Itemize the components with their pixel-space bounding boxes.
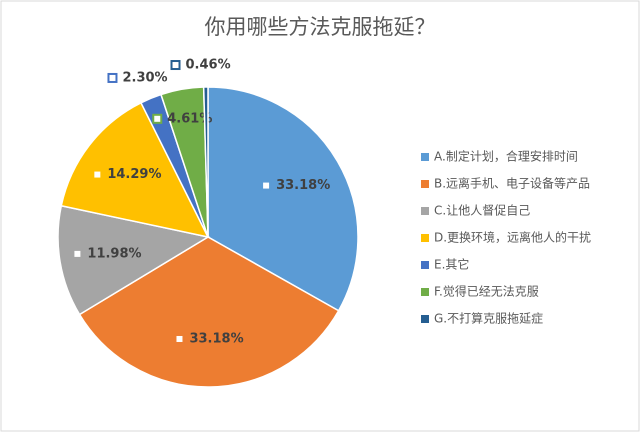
data-label: 33.18% — [276, 178, 330, 193]
label-marker — [261, 180, 272, 191]
label-marker — [72, 248, 83, 259]
label-marker — [152, 113, 163, 124]
chart-title: 你用哪些方法克服拖延？ — [205, 15, 436, 39]
data-label: 14.29% — [107, 167, 161, 182]
data-label: 0.46% — [186, 58, 231, 73]
data-label: 2.30% — [122, 70, 167, 85]
legend-marker — [421, 207, 429, 215]
label-marker — [92, 169, 103, 180]
label-marker — [174, 333, 185, 344]
legend-label: A.制定计划，合理安排时间 — [434, 149, 578, 164]
legend-marker — [421, 315, 429, 323]
legend-marker — [421, 180, 429, 188]
legend-marker — [421, 261, 429, 269]
label-marker — [107, 72, 118, 83]
legend-label: C.让他人督促自己 — [434, 203, 530, 218]
pie-slice — [207, 86, 359, 312]
data-label: 4.61% — [167, 111, 212, 126]
label-marker — [170, 60, 181, 71]
data-label: 11.98% — [87, 246, 141, 261]
legend-label: G.不打算克服拖延症 — [434, 311, 543, 326]
pie-slice — [78, 236, 340, 388]
legend-label: B.远离手机、电子设备等产品 — [434, 176, 590, 191]
legend-label: E.其它 — [434, 257, 469, 272]
pie-slice — [57, 204, 211, 316]
legend-marker — [421, 288, 429, 296]
legend-label: F.觉得已经无法克服 — [434, 284, 539, 299]
legend-marker — [421, 153, 429, 161]
legend-label: D.更换环境，远离他人的干扰 — [434, 230, 591, 245]
data-label: 33.18% — [189, 331, 243, 346]
pie-slice — [202, 86, 209, 238]
pie-slice — [60, 101, 210, 239]
legend-marker — [421, 234, 429, 242]
